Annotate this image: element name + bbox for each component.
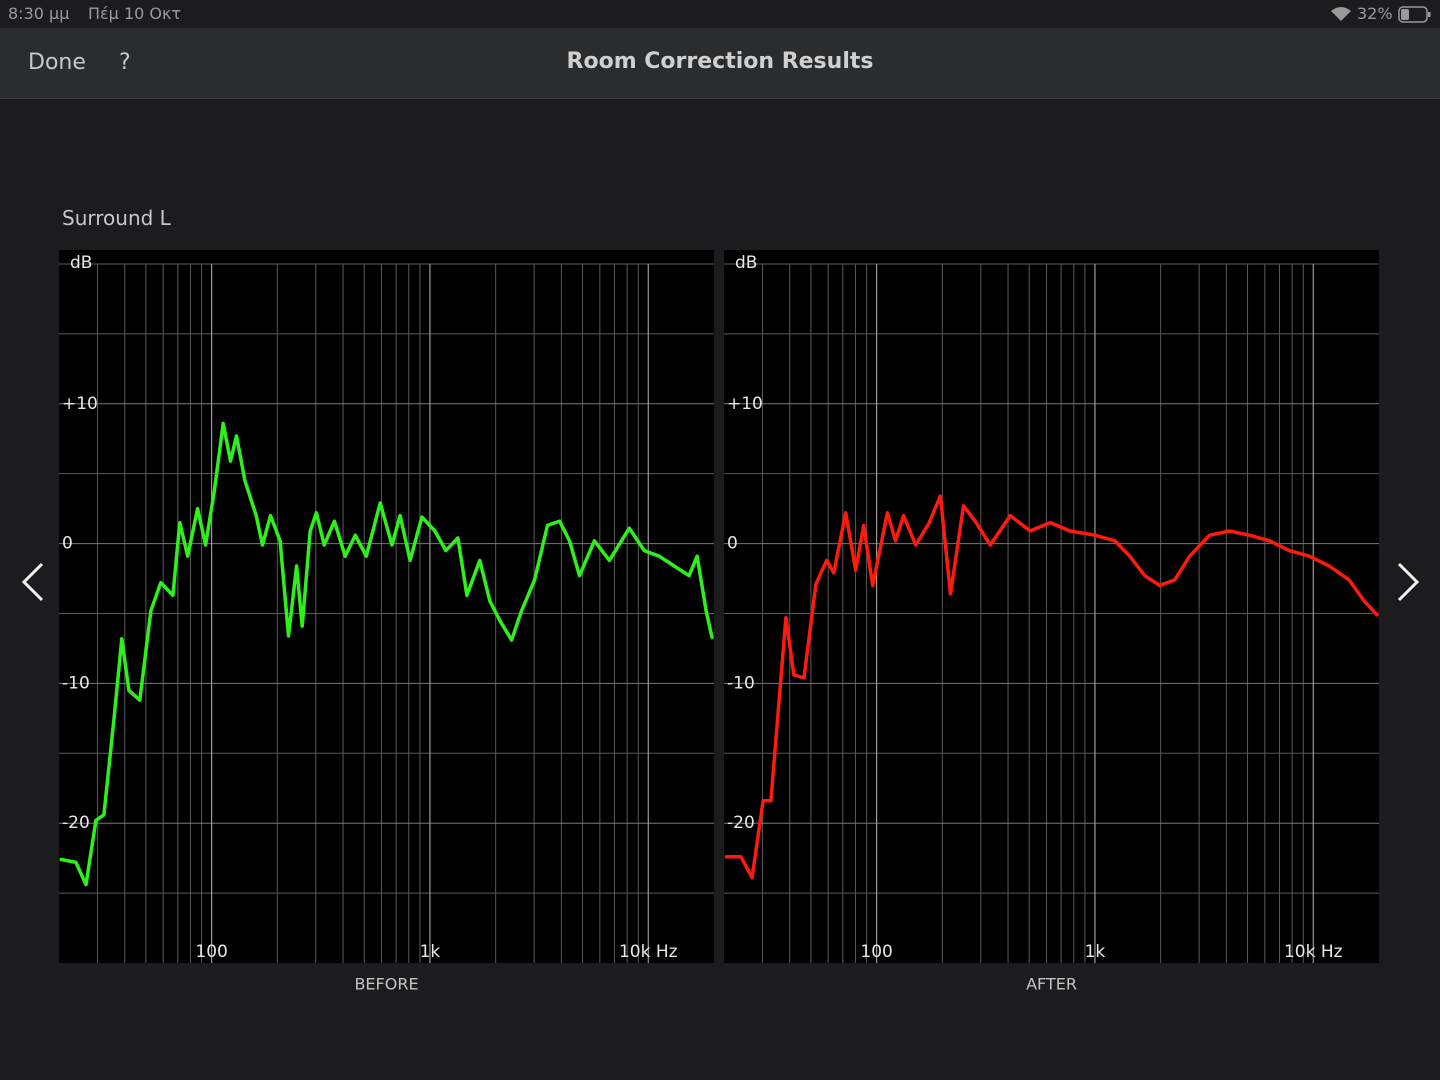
- battery-icon: [1398, 6, 1431, 23]
- battery-level: 32%: [1357, 4, 1393, 23]
- y-axis-label: dB: [735, 253, 757, 273]
- channel-name: Surround L: [62, 206, 171, 230]
- response-line: [724, 494, 1379, 880]
- x-tick-label: 100: [195, 942, 227, 962]
- plot-area: [724, 250, 1379, 963]
- plot-area: [59, 250, 714, 963]
- help-button[interactable]: ?: [119, 50, 131, 75]
- wifi-icon: [1331, 7, 1351, 21]
- y-tick-label: +10: [727, 394, 763, 414]
- y-tick-label: 0: [62, 534, 73, 554]
- chart-title: BEFORE: [354, 975, 418, 994]
- x-tick-label: 1k: [420, 942, 441, 962]
- y-tick-label: 0: [727, 534, 738, 554]
- y-tick-label: -10: [62, 673, 90, 693]
- x-tick-label: 10k Hz: [1284, 942, 1343, 962]
- x-tick-label: 10k Hz: [619, 942, 678, 962]
- y-tick-label: -20: [727, 813, 755, 833]
- status-date: Πέμ 10 Οκτ: [88, 4, 182, 23]
- next-button[interactable]: [1393, 560, 1423, 604]
- nav-bar: Done ? Room Correction Results: [0, 28, 1440, 99]
- status-time: 8:30 μμ: [8, 4, 70, 23]
- y-axis-label: dB: [70, 253, 92, 273]
- x-tick-label: 100: [860, 942, 892, 962]
- chart-title: AFTER: [1026, 975, 1077, 994]
- y-tick-label: -20: [62, 813, 90, 833]
- y-tick-label: +10: [62, 394, 98, 414]
- x-tick-label: 1k: [1085, 942, 1106, 962]
- nav-title: Room Correction Results: [566, 49, 874, 74]
- prev-button[interactable]: [18, 560, 48, 604]
- response-line: [59, 421, 714, 887]
- done-button[interactable]: Done: [28, 50, 86, 75]
- y-tick-label: -10: [727, 673, 755, 693]
